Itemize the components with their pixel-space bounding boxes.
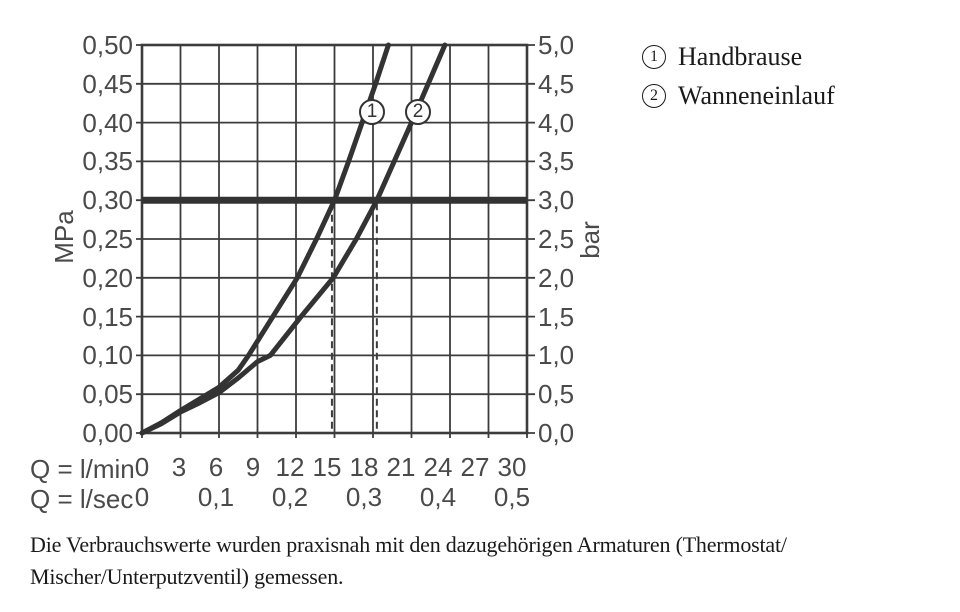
y-axis-left-tick-0,50: 0,50 bbox=[82, 30, 133, 60]
x-axis-lmin-tick-24: 24 bbox=[423, 452, 453, 482]
x-axis-lmin-tick-0: 0 bbox=[134, 452, 150, 482]
y-axis-right-tick-0,5: 0,5 bbox=[538, 379, 575, 409]
legend-item-handbrause: 1 Handbrause bbox=[642, 44, 802, 70]
legend-symbol-1: 1 bbox=[650, 48, 658, 65]
y-axis-right-tick-1,0: 1,0 bbox=[538, 340, 575, 370]
y-axis-right-unit: bar bbox=[575, 221, 605, 259]
legend-symbol-2-icon: 2 bbox=[642, 84, 666, 108]
plot-border bbox=[140, 43, 529, 435]
x-axis-lsec-tick-0,2: 0,2 bbox=[271, 482, 309, 512]
y-axis-left-tick-0,20: 0,20 bbox=[82, 263, 133, 293]
x-axis-lmin-tick-3: 3 bbox=[171, 452, 187, 482]
curve-2-wanneneinlauf bbox=[139, 42, 448, 436]
y-axis-right-tick-3,0: 3,0 bbox=[538, 185, 575, 215]
x-axis-lmin-tick-9: 9 bbox=[245, 452, 261, 482]
y-axis-left-tick-0,25: 0,25 bbox=[82, 224, 133, 254]
y-axis-left-tick-0,10: 0,10 bbox=[82, 340, 133, 370]
legend-item-wanneneinlauf: 2 Wanneneinlauf bbox=[642, 83, 835, 109]
curve-marker-1: 1 bbox=[359, 99, 385, 125]
x-axis-lmin-tick-12: 12 bbox=[275, 452, 305, 482]
caption: Die Verbrauchswerte wurden praxisnah mit… bbox=[30, 529, 787, 593]
y-axis-right-tick-5,0: 5,0 bbox=[538, 30, 575, 60]
y-axis-right-tick-3,5: 3,5 bbox=[538, 146, 575, 176]
x-axis-lsec-tick-0,4: 0,4 bbox=[419, 482, 457, 512]
y-axis-left-tick-0,35: 0,35 bbox=[82, 146, 133, 176]
y-axis-left-tick-0,40: 0,40 bbox=[82, 108, 133, 138]
x-axis-lmin-tick-15: 15 bbox=[312, 452, 342, 482]
legend-symbol-1-icon: 1 bbox=[642, 45, 666, 69]
y-axis-right-tick-4,5: 4,5 bbox=[538, 69, 575, 99]
y-axis-right-tick-4,0: 4,0 bbox=[538, 108, 575, 138]
caption-line-2: Mischer/Unterputzventil) gemessen. bbox=[30, 564, 344, 589]
y-axis-left-tick-0,45: 0,45 bbox=[82, 69, 133, 99]
x-axis-lsec-label: Q = l/sec bbox=[30, 484, 134, 514]
x-axis-lmin-tick-18: 18 bbox=[349, 452, 379, 482]
caption-line-1: Die Verbrauchswerte wurden praxisnah mit… bbox=[30, 532, 787, 557]
legend-symbol-2: 2 bbox=[650, 87, 658, 104]
y-axis-left-tick-0,15: 0,15 bbox=[82, 302, 133, 332]
y-axis-left-tick-0,05: 0,05 bbox=[82, 379, 133, 409]
x-axis-lsec-tick-0,3: 0,3 bbox=[345, 482, 383, 512]
x-axis-lsec-tick-0,5: 0,5 bbox=[493, 482, 531, 512]
x-axis-lmin-tick-30: 30 bbox=[497, 452, 527, 482]
x-axis-lmin-tick-6: 6 bbox=[208, 452, 224, 482]
x-axis-lmin-label: Q = l/min bbox=[30, 454, 135, 484]
legend-label-handbrause: Handbrause bbox=[678, 42, 803, 71]
x-axis-lmin-tick-21: 21 bbox=[386, 452, 416, 482]
y-axis-left-unit: MPa bbox=[49, 210, 79, 264]
legend-label-wanneneinlauf: Wanneneinlauf bbox=[678, 81, 835, 110]
y-axis-right-tick-0,0: 0,0 bbox=[538, 418, 575, 448]
y-axis-left-tick-0,30: 0,30 bbox=[82, 185, 133, 215]
y-axis-right-tick-2,0: 2,0 bbox=[538, 263, 575, 293]
x-axis-lmin-tick-27: 27 bbox=[460, 452, 490, 482]
y-axis-left-tick-0,00: 0,00 bbox=[82, 418, 133, 448]
x-axis-lsec-tick-0,1: 0,1 bbox=[197, 482, 235, 512]
y-axis-right-tick-1,5: 1,5 bbox=[538, 302, 575, 332]
curve-marker-2: 2 bbox=[405, 99, 431, 125]
y-axis-right-tick-2,5: 2,5 bbox=[538, 224, 575, 254]
x-axis-lsec-tick-0: 0 bbox=[134, 482, 150, 512]
